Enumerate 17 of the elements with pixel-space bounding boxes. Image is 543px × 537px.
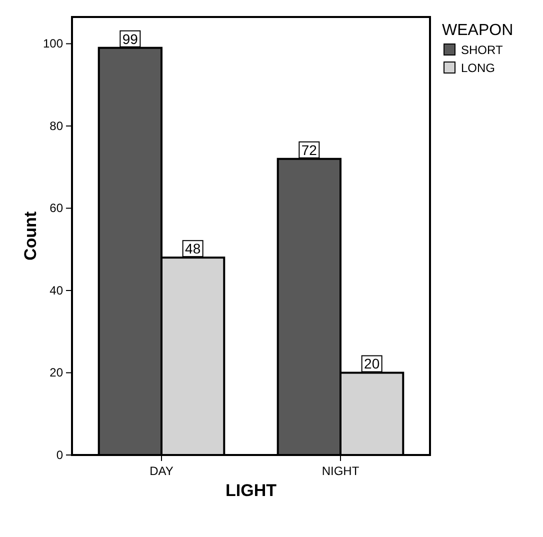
y-tick-label: 60 <box>50 201 64 216</box>
data-label: 48 <box>185 240 201 257</box>
x-axis-title: LIGHT <box>226 481 278 500</box>
y-axis-title: Count <box>21 211 40 261</box>
y-tick-label: 40 <box>50 283 64 298</box>
y-tick-label: 0 <box>56 448 64 462</box>
x-tick-label: DAY <box>150 464 174 478</box>
data-label: 20 <box>364 356 380 372</box>
y-tick-label: 100 <box>42 36 64 51</box>
y-tick-label: 80 <box>50 118 64 133</box>
data-label: 99 <box>122 30 138 47</box>
y-tick-label: 20 <box>50 366 64 380</box>
data-label: 72 <box>301 142 318 158</box>
legend-label: SHORT <box>461 43 504 57</box>
legend-title: WEAPON <box>442 22 514 39</box>
legend-label: LONG <box>461 61 496 75</box>
x-tick-label: NIGHT <box>322 464 360 478</box>
